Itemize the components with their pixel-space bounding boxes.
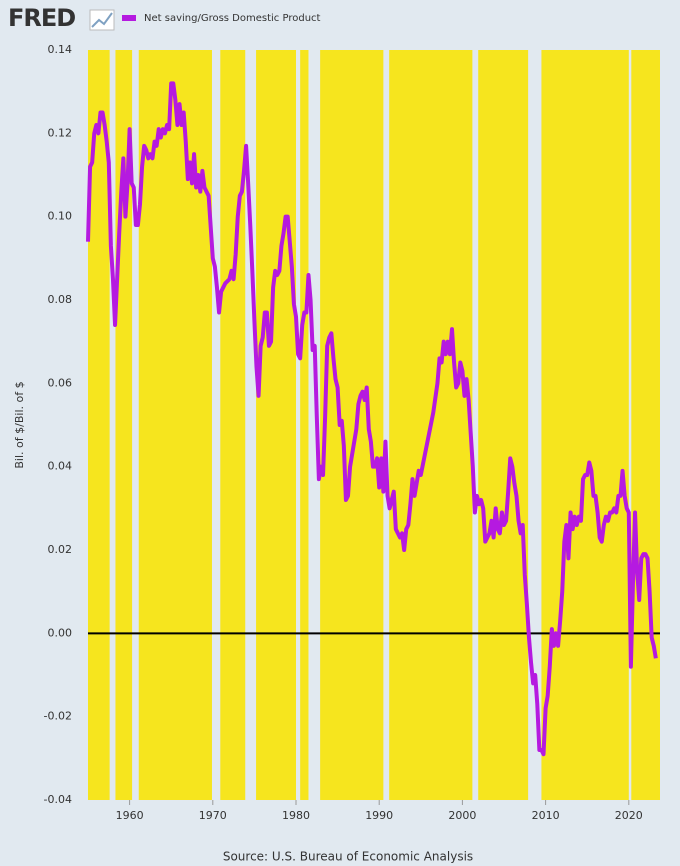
y-tick-label: 0.10 [48, 210, 73, 223]
recession-bar [628, 50, 632, 800]
x-tick-label: 2010 [532, 809, 560, 822]
plot-area [88, 50, 660, 800]
recession-bar [308, 50, 321, 800]
legend-label: Net saving/Gross Domestic Product [144, 13, 321, 24]
y-tick-label: 0.08 [48, 293, 73, 306]
recession-bar [383, 50, 390, 800]
recession-bar [132, 50, 139, 800]
x-tick-label: 1970 [199, 809, 227, 822]
recession-bar [472, 50, 479, 800]
source: Source: U.S. Bureau of Economic Analysis [223, 850, 473, 864]
x-tick-label: 2000 [448, 809, 476, 822]
y-tick-label: 0.04 [48, 460, 73, 473]
y-tick-label: -0.02 [44, 710, 72, 723]
recession-bar [109, 50, 116, 800]
logo-icon [89, 9, 115, 31]
y-tick-label: 0.00 [48, 626, 73, 639]
recession-bar [245, 50, 257, 800]
y-tick-label: 0.12 [48, 126, 73, 139]
x-tick-label: 1960 [116, 809, 144, 822]
y-tick-label: 0.06 [48, 376, 73, 389]
y-axis-label: Bil. of $/Bil. of $ [13, 381, 26, 468]
y-tick-label: 0.14 [48, 43, 73, 56]
recession-bar [296, 50, 301, 800]
x-tick-label: 2020 [615, 809, 643, 822]
data-line [86, 81, 658, 757]
recession-bar [528, 50, 542, 800]
x-tick-label: 1980 [282, 809, 310, 822]
recession-bar [211, 50, 221, 800]
legend-swatch [122, 15, 136, 21]
y-tick-label: -0.04 [44, 793, 72, 806]
x-tick-label: 1990 [365, 809, 393, 822]
logo: FRED [8, 4, 75, 32]
y-tick-label: 0.02 [48, 543, 73, 556]
